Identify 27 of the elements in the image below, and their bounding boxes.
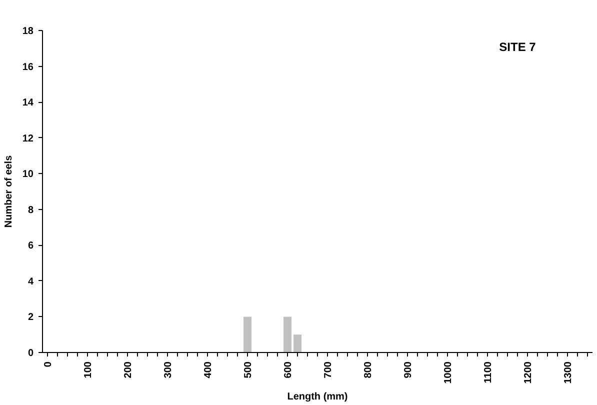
y-tick-label: 14 [22,98,34,109]
x-tick-label: 400 [203,361,214,378]
y-tick-label: 10 [22,169,34,180]
y-tick-label: 18 [22,26,34,37]
x-tick-label: 100 [83,361,94,378]
y-tick-label: 4 [28,276,34,288]
x-tick-label: 200 [123,361,134,378]
x-tick-label: 1100 [483,361,494,384]
x-tick-label: 1300 [563,361,574,384]
x-axis-title: Length (mm) [287,392,348,403]
y-tick-label: 8 [28,204,34,216]
text: SITE 7 [499,40,536,54]
y-tick-label: 2 [28,312,34,324]
x-tick-label: 1000 [443,361,454,384]
y-axis-title: Number of eels [3,154,14,228]
x-tick-label: 500 [243,361,254,378]
x-tick-label: 600 [283,361,294,378]
y-tick-label: 12 [22,133,34,144]
y-tick-label: 16 [22,62,34,73]
x-tick-label: 800 [363,361,374,378]
y-tick-label: 6 [28,240,34,252]
x-tick-label: 900 [403,361,414,378]
x-tick-label: 700 [323,361,334,378]
x-tick-label: 0 [43,361,54,368]
y-tick-label: 0 [28,348,34,359]
x-tick-label: 300 [163,361,174,378]
x-tick-label: 1200 [523,361,534,384]
